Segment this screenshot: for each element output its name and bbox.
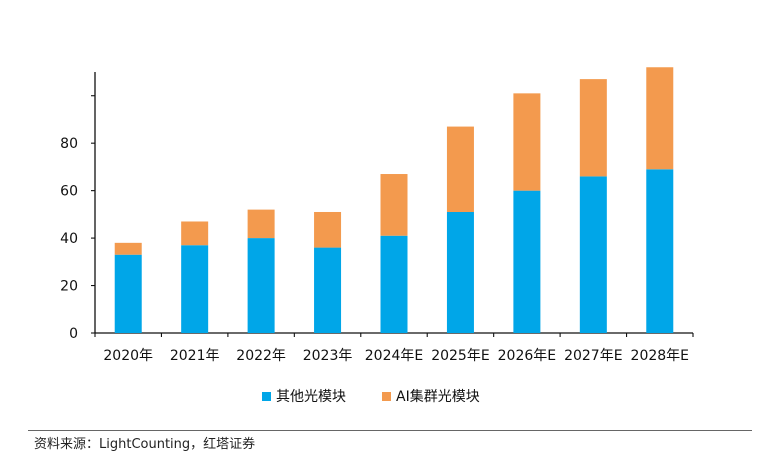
x-tick-label: 2021年 xyxy=(170,348,220,364)
source-note: 资料来源：LightCounting，红塔证券 xyxy=(34,437,256,452)
bar-ai-cluster-modules xyxy=(247,209,275,239)
x-tick-label: 2025年E xyxy=(431,348,489,364)
x-tick-label: 2027年E xyxy=(564,348,622,364)
bar-other-modules xyxy=(181,245,209,333)
legend-swatch xyxy=(382,392,391,401)
bar-other-modules xyxy=(314,247,342,333)
y-tick-label: 20 xyxy=(60,279,78,295)
y-tick-label: 60 xyxy=(60,184,78,200)
bar-other-modules xyxy=(579,176,607,333)
x-tick-label: 2023年 xyxy=(303,348,353,364)
y-tick-label: 0 xyxy=(69,326,78,342)
x-tick-label: 2028年E xyxy=(631,348,689,364)
bar-ai-cluster-modules xyxy=(314,211,342,248)
source-divider xyxy=(28,430,752,431)
bar-ai-cluster-modules xyxy=(380,174,408,236)
legend-label: AI集群光模块 xyxy=(396,388,480,405)
legend-label: 其他光模块 xyxy=(276,389,346,405)
bar-ai-cluster-modules xyxy=(181,221,209,246)
bar-other-modules xyxy=(513,190,541,333)
bar-other-modules xyxy=(380,235,408,333)
bar-ai-cluster-modules xyxy=(579,79,607,177)
bar-other-modules xyxy=(247,238,275,333)
x-tick-label: 2020年 xyxy=(103,348,153,364)
x-tick-label: 2022年 xyxy=(236,348,286,364)
bar-ai-cluster-modules xyxy=(114,242,142,255)
bar-other-modules xyxy=(646,169,674,333)
x-tick-label: 2024年E xyxy=(365,348,423,364)
y-tick-label: 80 xyxy=(60,136,78,152)
y-tick-label: 40 xyxy=(60,231,78,247)
x-tick-label: 2026年E xyxy=(498,348,556,364)
bar-other-modules xyxy=(446,211,474,333)
legend-swatch xyxy=(262,392,271,401)
bar-ai-cluster-modules xyxy=(646,67,674,170)
bar-ai-cluster-modules xyxy=(513,93,541,191)
bar-ai-cluster-modules xyxy=(446,126,474,212)
bar-other-modules xyxy=(114,254,142,333)
